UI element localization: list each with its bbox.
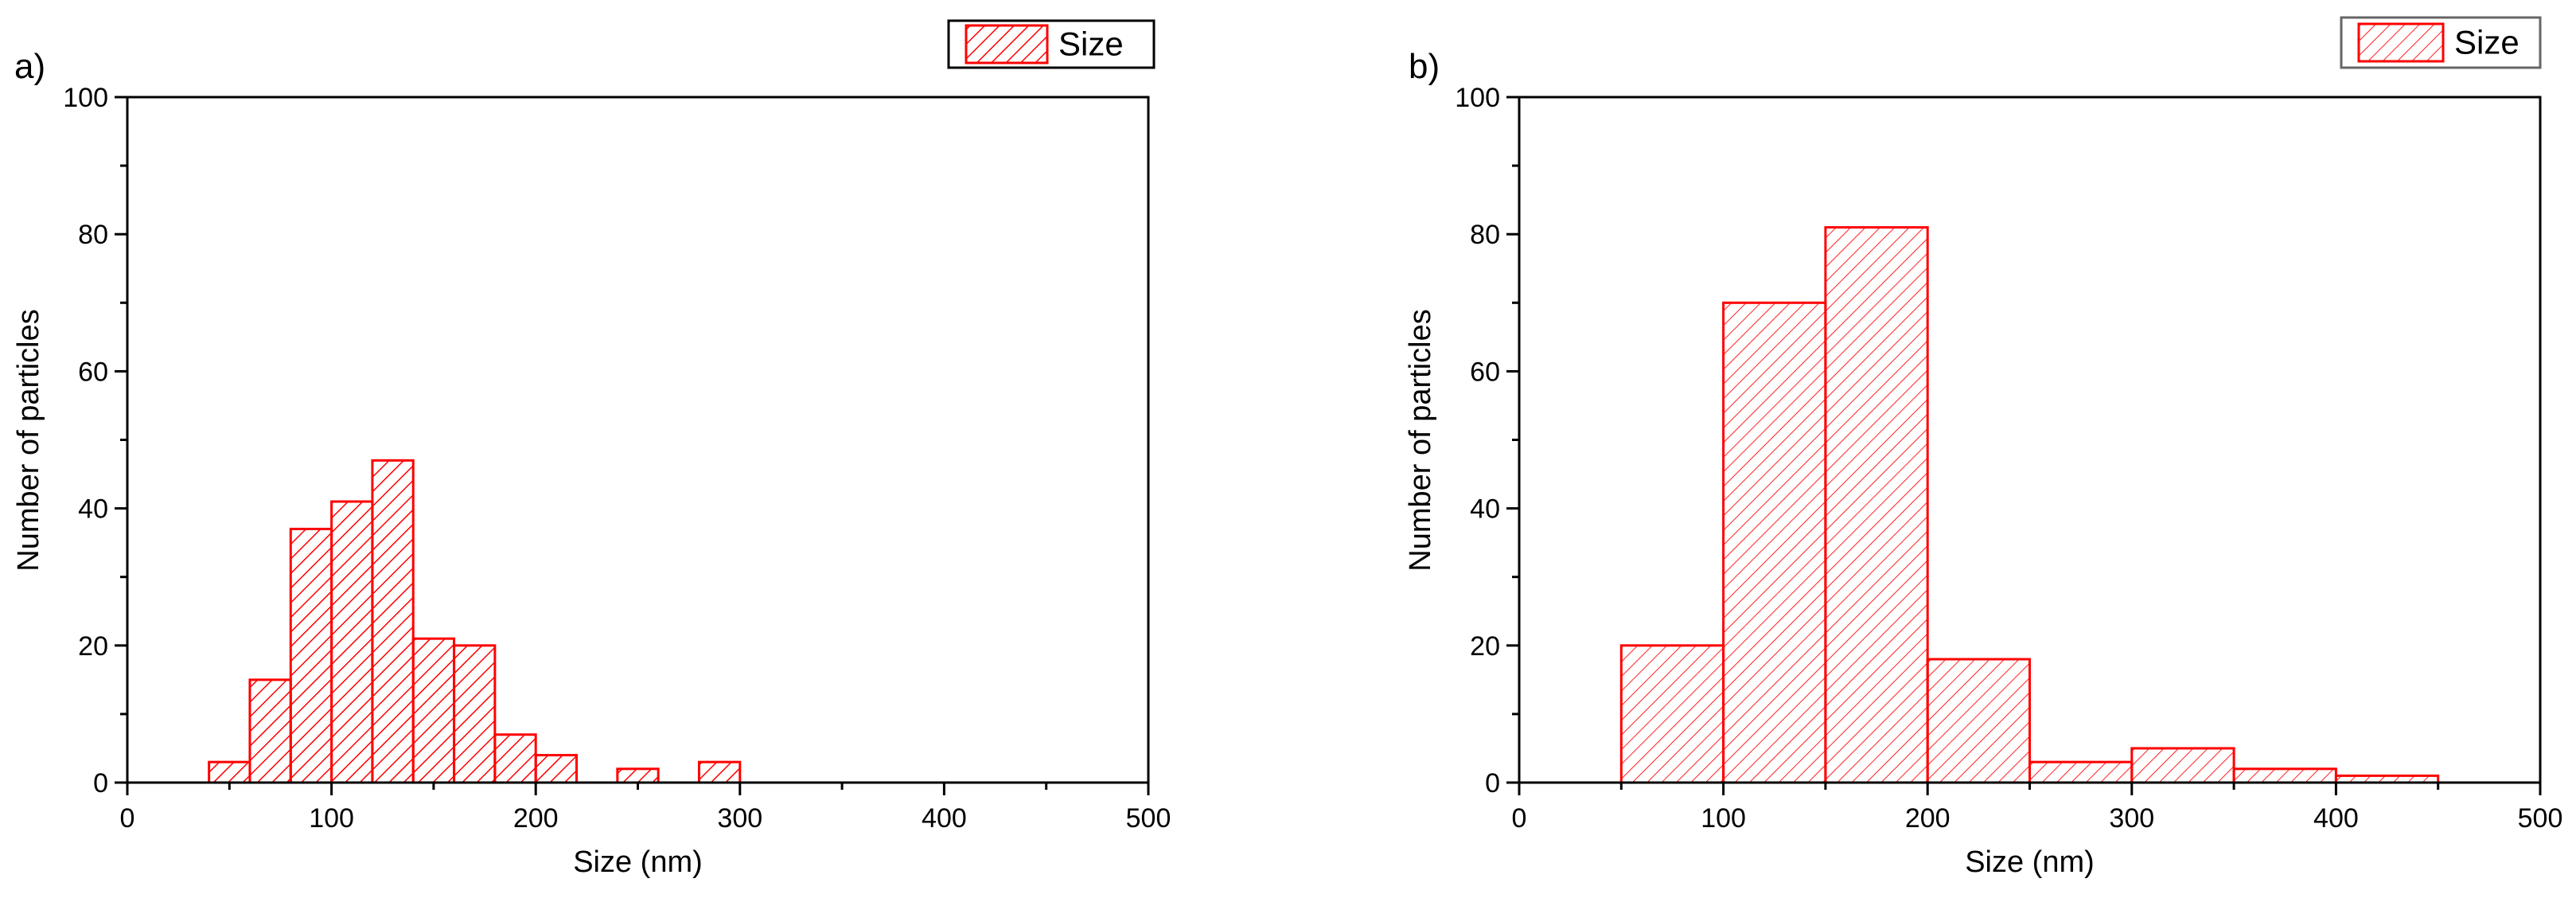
- histogram-bar: [208, 760, 251, 784]
- y-tick-label: 80: [78, 220, 108, 250]
- histogram-bar: [1824, 226, 1929, 784]
- histogram-bar: [289, 527, 333, 784]
- panel-label: a): [14, 47, 45, 86]
- panel-label: b): [1409, 47, 1440, 86]
- y-tick-label: 0: [93, 768, 108, 799]
- histogram-bar: [371, 459, 415, 784]
- x-tick-label: 500: [1126, 803, 1171, 834]
- histogram-bar: [2232, 767, 2337, 784]
- y-tick-label: 20: [1470, 631, 1500, 662]
- y-axis-title: Number of particles: [12, 309, 45, 571]
- x-tick-label: 100: [309, 803, 354, 834]
- x-tick-label: 100: [1701, 803, 1746, 834]
- legend-swatch: [2357, 22, 2445, 63]
- x-tick-label: 300: [2109, 803, 2154, 834]
- x-tick-label: 200: [1905, 803, 1951, 834]
- legend-label: Size: [1058, 25, 1124, 63]
- x-tick-label: 200: [513, 803, 559, 834]
- histogram-bar: [697, 760, 742, 784]
- x-axis-title: Size (nm): [573, 845, 703, 879]
- histogram-bar: [330, 500, 374, 784]
- histogram-bar: [493, 733, 537, 784]
- histogram-bar: [534, 754, 579, 784]
- x-tick-label: 400: [2313, 803, 2359, 834]
- legend-swatch: [965, 24, 1049, 64]
- y-tick-label: 20: [78, 631, 108, 662]
- legend-label: Size: [2454, 24, 2519, 61]
- histogram-bar: [248, 678, 292, 784]
- chart-panel-b: 0 100 200 300 400 500 0 20 40 60 80 100 Size (nm) Num…: [1404, 16, 2563, 879]
- chart-panel-a: 0 100 200 300 400 500 0 20 40 60 80 100 Size (nm) Num…: [12, 19, 1171, 879]
- histogram-bar: [453, 644, 497, 784]
- histogram-bar: [1926, 658, 2031, 784]
- histogram-bar: [2130, 747, 2235, 784]
- x-tick-label: 400: [922, 803, 967, 834]
- x-axis-title: Size (nm): [1965, 845, 2095, 879]
- y-tick-label: 100: [63, 83, 108, 113]
- x-tick-label: 0: [120, 803, 135, 834]
- x-tick-label: 300: [717, 803, 762, 834]
- y-tick-label: 100: [1455, 83, 1500, 113]
- y-tick-label: 40: [1470, 494, 1500, 525]
- y-axis-title: Number of particles: [1404, 309, 1437, 571]
- histogram-bar: [411, 637, 456, 784]
- x-tick-label: 0: [1512, 803, 1527, 834]
- legend: Size: [947, 19, 1155, 69]
- histogram-bar: [1722, 301, 1827, 784]
- histogram-bar: [616, 767, 660, 784]
- x-tick-label: 500: [2518, 803, 2563, 834]
- histogram-bar: [2028, 760, 2134, 784]
- y-tick-label: 80: [1470, 220, 1500, 250]
- y-tick-label: 60: [78, 357, 108, 387]
- histogram-bar: [1619, 644, 1725, 784]
- y-tick-label: 0: [1485, 768, 1500, 799]
- y-tick-label: 40: [78, 494, 108, 525]
- legend: Size: [2340, 16, 2542, 69]
- y-tick-label: 60: [1470, 357, 1500, 387]
